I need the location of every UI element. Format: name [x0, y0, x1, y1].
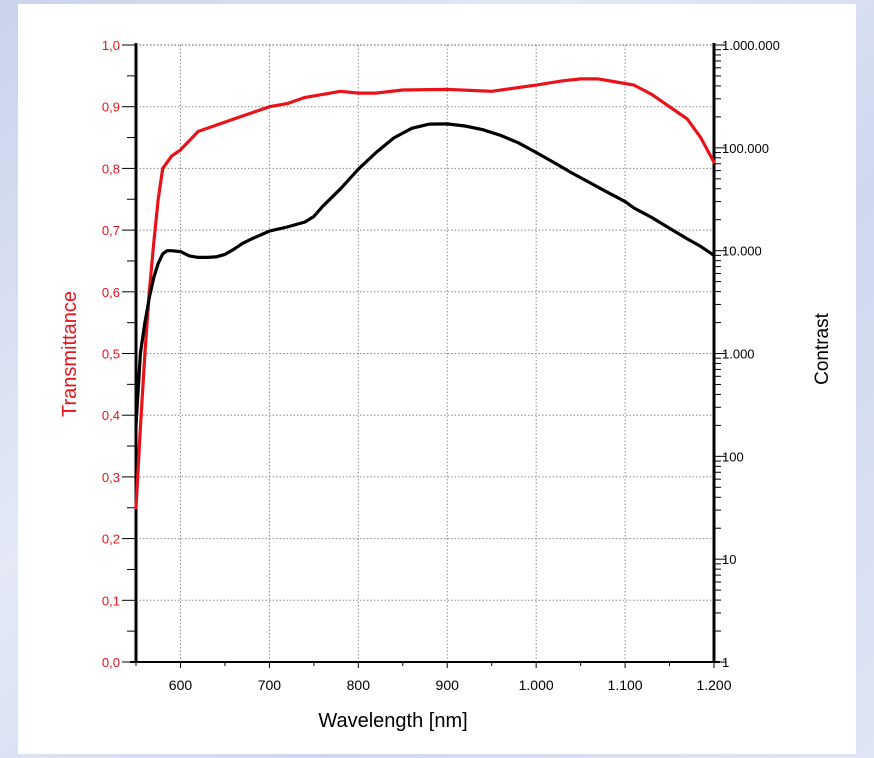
left-tick-label: 0,4: [102, 408, 120, 423]
bottom-tick-label: 1.000: [519, 677, 554, 693]
left-tick-label: 1,0: [102, 38, 120, 53]
contrast-line: [136, 124, 714, 426]
left-tick-label: 0,0: [102, 655, 120, 670]
x-axis-label: Wavelength [nm]: [318, 710, 467, 732]
left-y-axis-label: Transmittance: [59, 291, 81, 417]
right-tick-label: 1.000: [722, 347, 755, 362]
series-layer: [136, 79, 714, 508]
bottom-tick-label: 1.100: [608, 677, 643, 693]
left-tick-label: 0,2: [102, 532, 120, 547]
bottom-tick-label: 900: [436, 677, 460, 693]
bottom-tick-label: 800: [347, 677, 371, 693]
right-tick-label: 1.000.000: [722, 38, 780, 53]
left-tick-label: 0,9: [102, 100, 120, 115]
grid-layer: [136, 45, 714, 662]
left-tick-label: 0,7: [102, 223, 120, 238]
right-y-axis-label: Contrast: [812, 312, 833, 385]
tick-labels-layer: 0,0 0,1 0,2 0,3 0,4 0,5 0,6 0,7 0,8 0,9 1,0 1 10 100 1…: [102, 38, 780, 693]
right-tick-label: 100: [722, 449, 744, 464]
left-tick-label: 0,1: [102, 593, 120, 608]
right-tick-label: 1: [722, 655, 729, 670]
right-tick-label: 10.000: [722, 244, 762, 259]
left-tick-label: 0,5: [102, 347, 120, 362]
left-tick-label: 0,3: [102, 470, 120, 485]
axes-layer: [122, 43, 726, 668]
right-tick-label: 100.000: [722, 141, 769, 156]
chart-panel: 0,0 0,1 0,2 0,3 0,4 0,5 0,6 0,7 0,8 0,9 1,0 1 10 100 1…: [18, 4, 856, 754]
left-tick-label: 0,6: [102, 285, 120, 300]
right-tick-label: 10: [722, 552, 736, 567]
left-tick-label: 0,8: [102, 161, 120, 176]
bottom-tick-label: 1.200: [696, 677, 731, 693]
transmittance-line: [136, 79, 714, 508]
transmittance-contrast-chart: 0,0 0,1 0,2 0,3 0,4 0,5 0,6 0,7 0,8 0,9 1,0 1 10 100 1…: [18, 4, 856, 754]
bottom-tick-label: 600: [169, 677, 193, 693]
bottom-tick-label: 700: [258, 677, 282, 693]
